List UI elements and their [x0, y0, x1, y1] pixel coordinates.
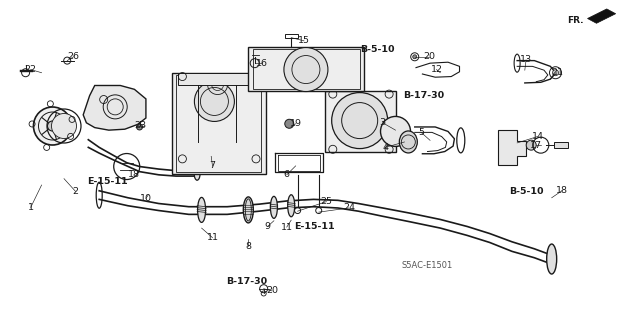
Ellipse shape: [288, 195, 294, 217]
Text: 1: 1: [28, 203, 34, 212]
Text: 21: 21: [551, 68, 563, 77]
Circle shape: [285, 119, 294, 128]
Text: 2: 2: [72, 187, 79, 196]
Circle shape: [136, 124, 143, 130]
Circle shape: [284, 48, 328, 92]
Polygon shape: [588, 9, 616, 23]
Text: B-17-30: B-17-30: [226, 277, 267, 286]
Text: B-17-30: B-17-30: [403, 91, 444, 100]
Ellipse shape: [271, 197, 277, 218]
Text: 9: 9: [264, 222, 271, 231]
Ellipse shape: [243, 197, 253, 223]
Text: 20: 20: [266, 286, 278, 295]
Polygon shape: [83, 85, 146, 130]
Text: 20: 20: [423, 52, 435, 61]
Circle shape: [51, 114, 77, 138]
Bar: [325, 91, 396, 152]
Text: 5: 5: [418, 128, 424, 137]
Text: 16: 16: [257, 59, 268, 68]
Text: 8: 8: [245, 242, 252, 251]
Circle shape: [332, 93, 388, 149]
Ellipse shape: [198, 197, 205, 222]
Text: 26: 26: [68, 52, 79, 61]
Circle shape: [381, 116, 410, 146]
Polygon shape: [498, 130, 526, 165]
Circle shape: [552, 70, 559, 76]
Text: E-15-11: E-15-11: [294, 222, 335, 231]
Circle shape: [413, 55, 417, 59]
Bar: [285, 34, 298, 38]
Circle shape: [33, 107, 72, 145]
Text: 18: 18: [129, 170, 140, 179]
Ellipse shape: [399, 131, 417, 153]
Text: 18: 18: [556, 186, 568, 195]
Bar: [172, 73, 266, 174]
Text: 11: 11: [207, 233, 218, 242]
Text: E-15-11: E-15-11: [87, 177, 128, 186]
Text: S5AC-E1501: S5AC-E1501: [402, 261, 453, 270]
Text: 10: 10: [140, 194, 152, 203]
Text: 7: 7: [209, 161, 216, 170]
Text: B-5-10: B-5-10: [509, 187, 543, 196]
Bar: [178, 73, 261, 85]
Text: 15: 15: [298, 36, 310, 45]
Text: 11: 11: [281, 223, 292, 232]
Bar: [554, 142, 568, 148]
Circle shape: [47, 121, 58, 131]
Bar: [253, 49, 360, 89]
Text: 14: 14: [532, 132, 543, 141]
Text: 24: 24: [343, 204, 355, 212]
Text: B-5-10: B-5-10: [360, 45, 395, 54]
Text: 25: 25: [321, 197, 332, 206]
Text: 6: 6: [284, 170, 290, 179]
Text: 19: 19: [290, 119, 301, 128]
Circle shape: [526, 140, 536, 150]
Circle shape: [195, 81, 234, 122]
Text: 22: 22: [25, 65, 36, 74]
Bar: [248, 47, 364, 91]
Text: FR.: FR.: [567, 16, 584, 25]
Ellipse shape: [547, 244, 557, 274]
Text: 23: 23: [135, 121, 147, 130]
Text: 12: 12: [431, 65, 442, 74]
Bar: [176, 75, 261, 172]
Text: 17: 17: [531, 141, 542, 150]
Text: 13: 13: [520, 56, 532, 64]
Ellipse shape: [194, 166, 200, 180]
Text: 3: 3: [380, 118, 386, 127]
Text: 4: 4: [382, 143, 388, 152]
